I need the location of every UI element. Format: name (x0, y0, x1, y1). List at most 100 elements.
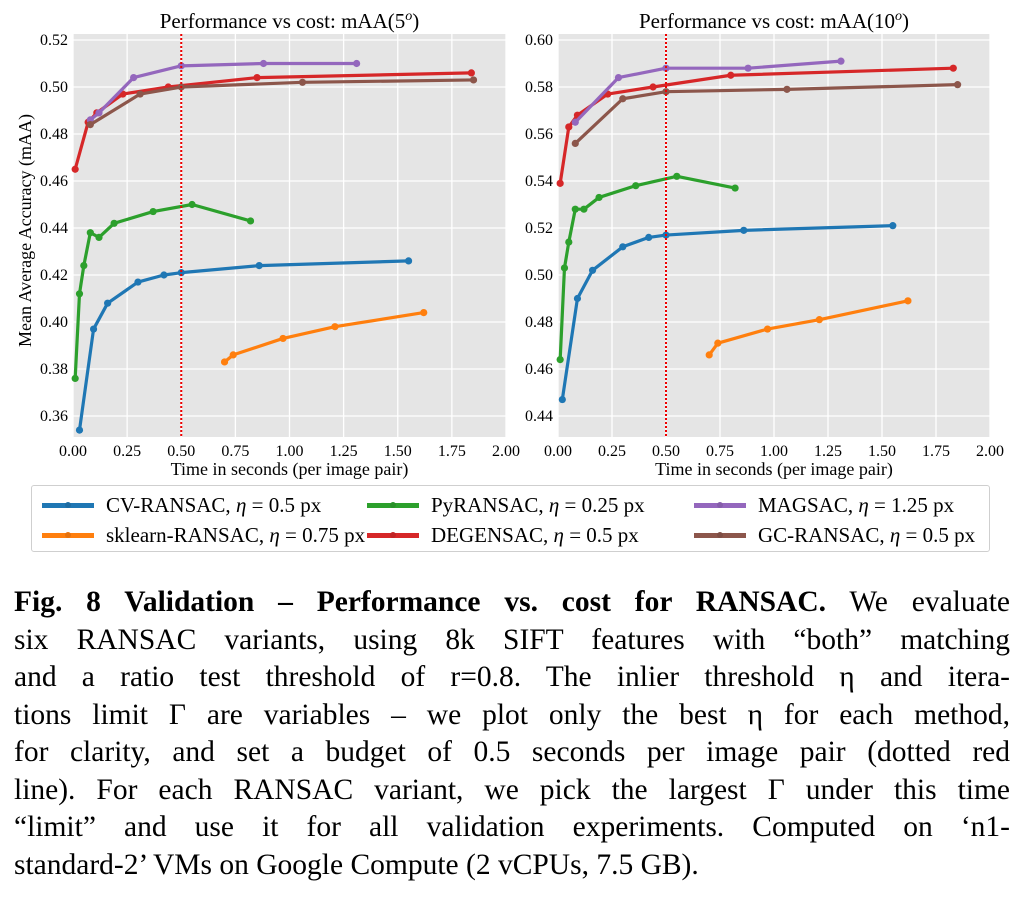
chart-1: 0.00 0.25 0.50 0.75 1.00 1.25 1.50 1.75 2.00 0.36… (15, 9, 520, 480)
x-tick-label: 0.00 (544, 443, 572, 460)
y-tick-label: 0.44 (40, 220, 68, 237)
series-magsac (571, 57, 845, 126)
y-tick-label: 0.48 (525, 314, 553, 331)
data-point (740, 226, 748, 234)
data-point (558, 395, 566, 404)
legend-swatch (367, 533, 419, 538)
data-point (662, 64, 670, 72)
legend-swatch (694, 533, 746, 538)
data-point (571, 118, 579, 126)
data-point (160, 271, 168, 279)
series-pyransac (71, 200, 255, 382)
legend-item-cv-ransac: CV-RANSAC, η = 0.5 px (42, 493, 321, 518)
x-tick-label: 1.25 (330, 443, 358, 460)
data-point (136, 90, 144, 98)
chart-title: Performance vs cost: mAA(10o) (639, 9, 909, 33)
caption-label: Fig. 8 Validation – Performance vs. cost… (14, 586, 827, 618)
data-point (556, 179, 564, 187)
legend-label: PyRANSAC, η = 0.25 px (431, 493, 645, 517)
x-tick-label: 1.75 (438, 443, 466, 460)
data-point (705, 351, 713, 359)
data-point (71, 374, 79, 382)
legend-swatch (367, 503, 419, 508)
x-tick-label: 0.25 (113, 443, 141, 460)
legend-item-magsac: MAGSAC, η = 1.25 px (694, 493, 954, 518)
data-point (110, 219, 118, 227)
data-point (571, 205, 579, 213)
x-tick-label: 1.00 (276, 443, 304, 460)
y-tick-label: 0.46 (40, 173, 68, 190)
x-tick-label: 0.00 (59, 443, 87, 460)
data-point (649, 83, 657, 91)
caption-line-3: and a ratio test threshold of r=0.8. The… (14, 661, 1010, 693)
data-point (673, 172, 681, 180)
series-sklearn-ransac (705, 297, 912, 359)
data-point (246, 217, 255, 225)
data-point (783, 85, 791, 93)
x-axis-label: Time in seconds (per image pair) (171, 459, 409, 480)
figure-caption: Fig. 8 Validation – Performance vs. cost… (14, 584, 1010, 884)
data-point (331, 323, 339, 331)
legend-item-gc-ransac: GC-RANSAC, η = 0.5 px (694, 523, 975, 548)
data-point (467, 69, 475, 77)
data-point (763, 325, 772, 333)
data-point (619, 243, 627, 251)
data-point (889, 222, 897, 230)
data-point (86, 229, 94, 237)
x-tick-label: 1.50 (384, 443, 412, 460)
data-point (149, 207, 157, 216)
y-tick-label: 0.52 (525, 220, 553, 237)
legend-label: MAGSAC, η = 1.25 px (758, 493, 955, 517)
data-point (556, 356, 564, 364)
x-tick-label: 2.00 (976, 443, 1004, 460)
y-tick-label: 0.42 (40, 267, 68, 284)
caption-line-1: Fig. 8 Validation – Performance vs. cost… (14, 586, 1011, 618)
data-point (104, 299, 112, 307)
series-cv-ransac (558, 222, 897, 404)
data-point (95, 109, 103, 117)
data-point (469, 76, 478, 84)
data-point (279, 334, 287, 343)
data-point (565, 123, 573, 131)
series-degensac (556, 64, 957, 187)
data-point (632, 182, 640, 190)
caption-line-8: standard-2’ VMs on Google Compute (2 vCP… (14, 848, 699, 881)
data-point (80, 262, 88, 270)
chart-title: Performance vs cost: mAA(5o) (160, 9, 420, 33)
data-point (86, 121, 94, 129)
x-tick-label: 1.25 (814, 443, 842, 460)
y-tick-label: 0.44 (525, 408, 553, 425)
caption-line-7: “limit” and use it for all validation ex… (14, 811, 1010, 843)
data-point (75, 426, 84, 434)
data-point (177, 62, 185, 70)
legend-swatch (42, 533, 94, 538)
series-magsac (86, 59, 361, 124)
data-point (904, 297, 912, 305)
data-point (353, 59, 361, 68)
data-point (714, 339, 722, 347)
data-point (75, 290, 84, 298)
data-point (89, 325, 98, 333)
y-tick-label: 0.40 (40, 314, 68, 331)
data-point (220, 358, 229, 366)
legend-swatch (42, 503, 94, 508)
data-point (837, 57, 845, 65)
legend-label: CV-RANSAC, η = 0.5 px (106, 493, 322, 517)
x-tick-label: 2.00 (492, 443, 520, 460)
data-point (130, 74, 138, 82)
data-point (727, 71, 735, 79)
x-tick-label: 1.50 (868, 443, 896, 460)
y-tick-label: 0.54 (525, 173, 553, 190)
data-point (954, 81, 962, 89)
series-sklearn-ransac (220, 309, 428, 366)
data-point (815, 316, 823, 324)
data-point (298, 78, 307, 86)
legend-swatch (694, 503, 746, 508)
series-line (560, 224, 895, 402)
data-point (253, 74, 261, 82)
y-tick-label: 0.38 (40, 361, 68, 378)
legend-label: DEGENSAC, η = 0.5 px (431, 523, 639, 547)
figure-charts: 0.00 0.25 0.50 0.75 1.00 1.25 1.50 1.75 2.00 0.36… (15, 9, 1004, 480)
data-point (573, 294, 582, 303)
data-point (420, 309, 428, 317)
